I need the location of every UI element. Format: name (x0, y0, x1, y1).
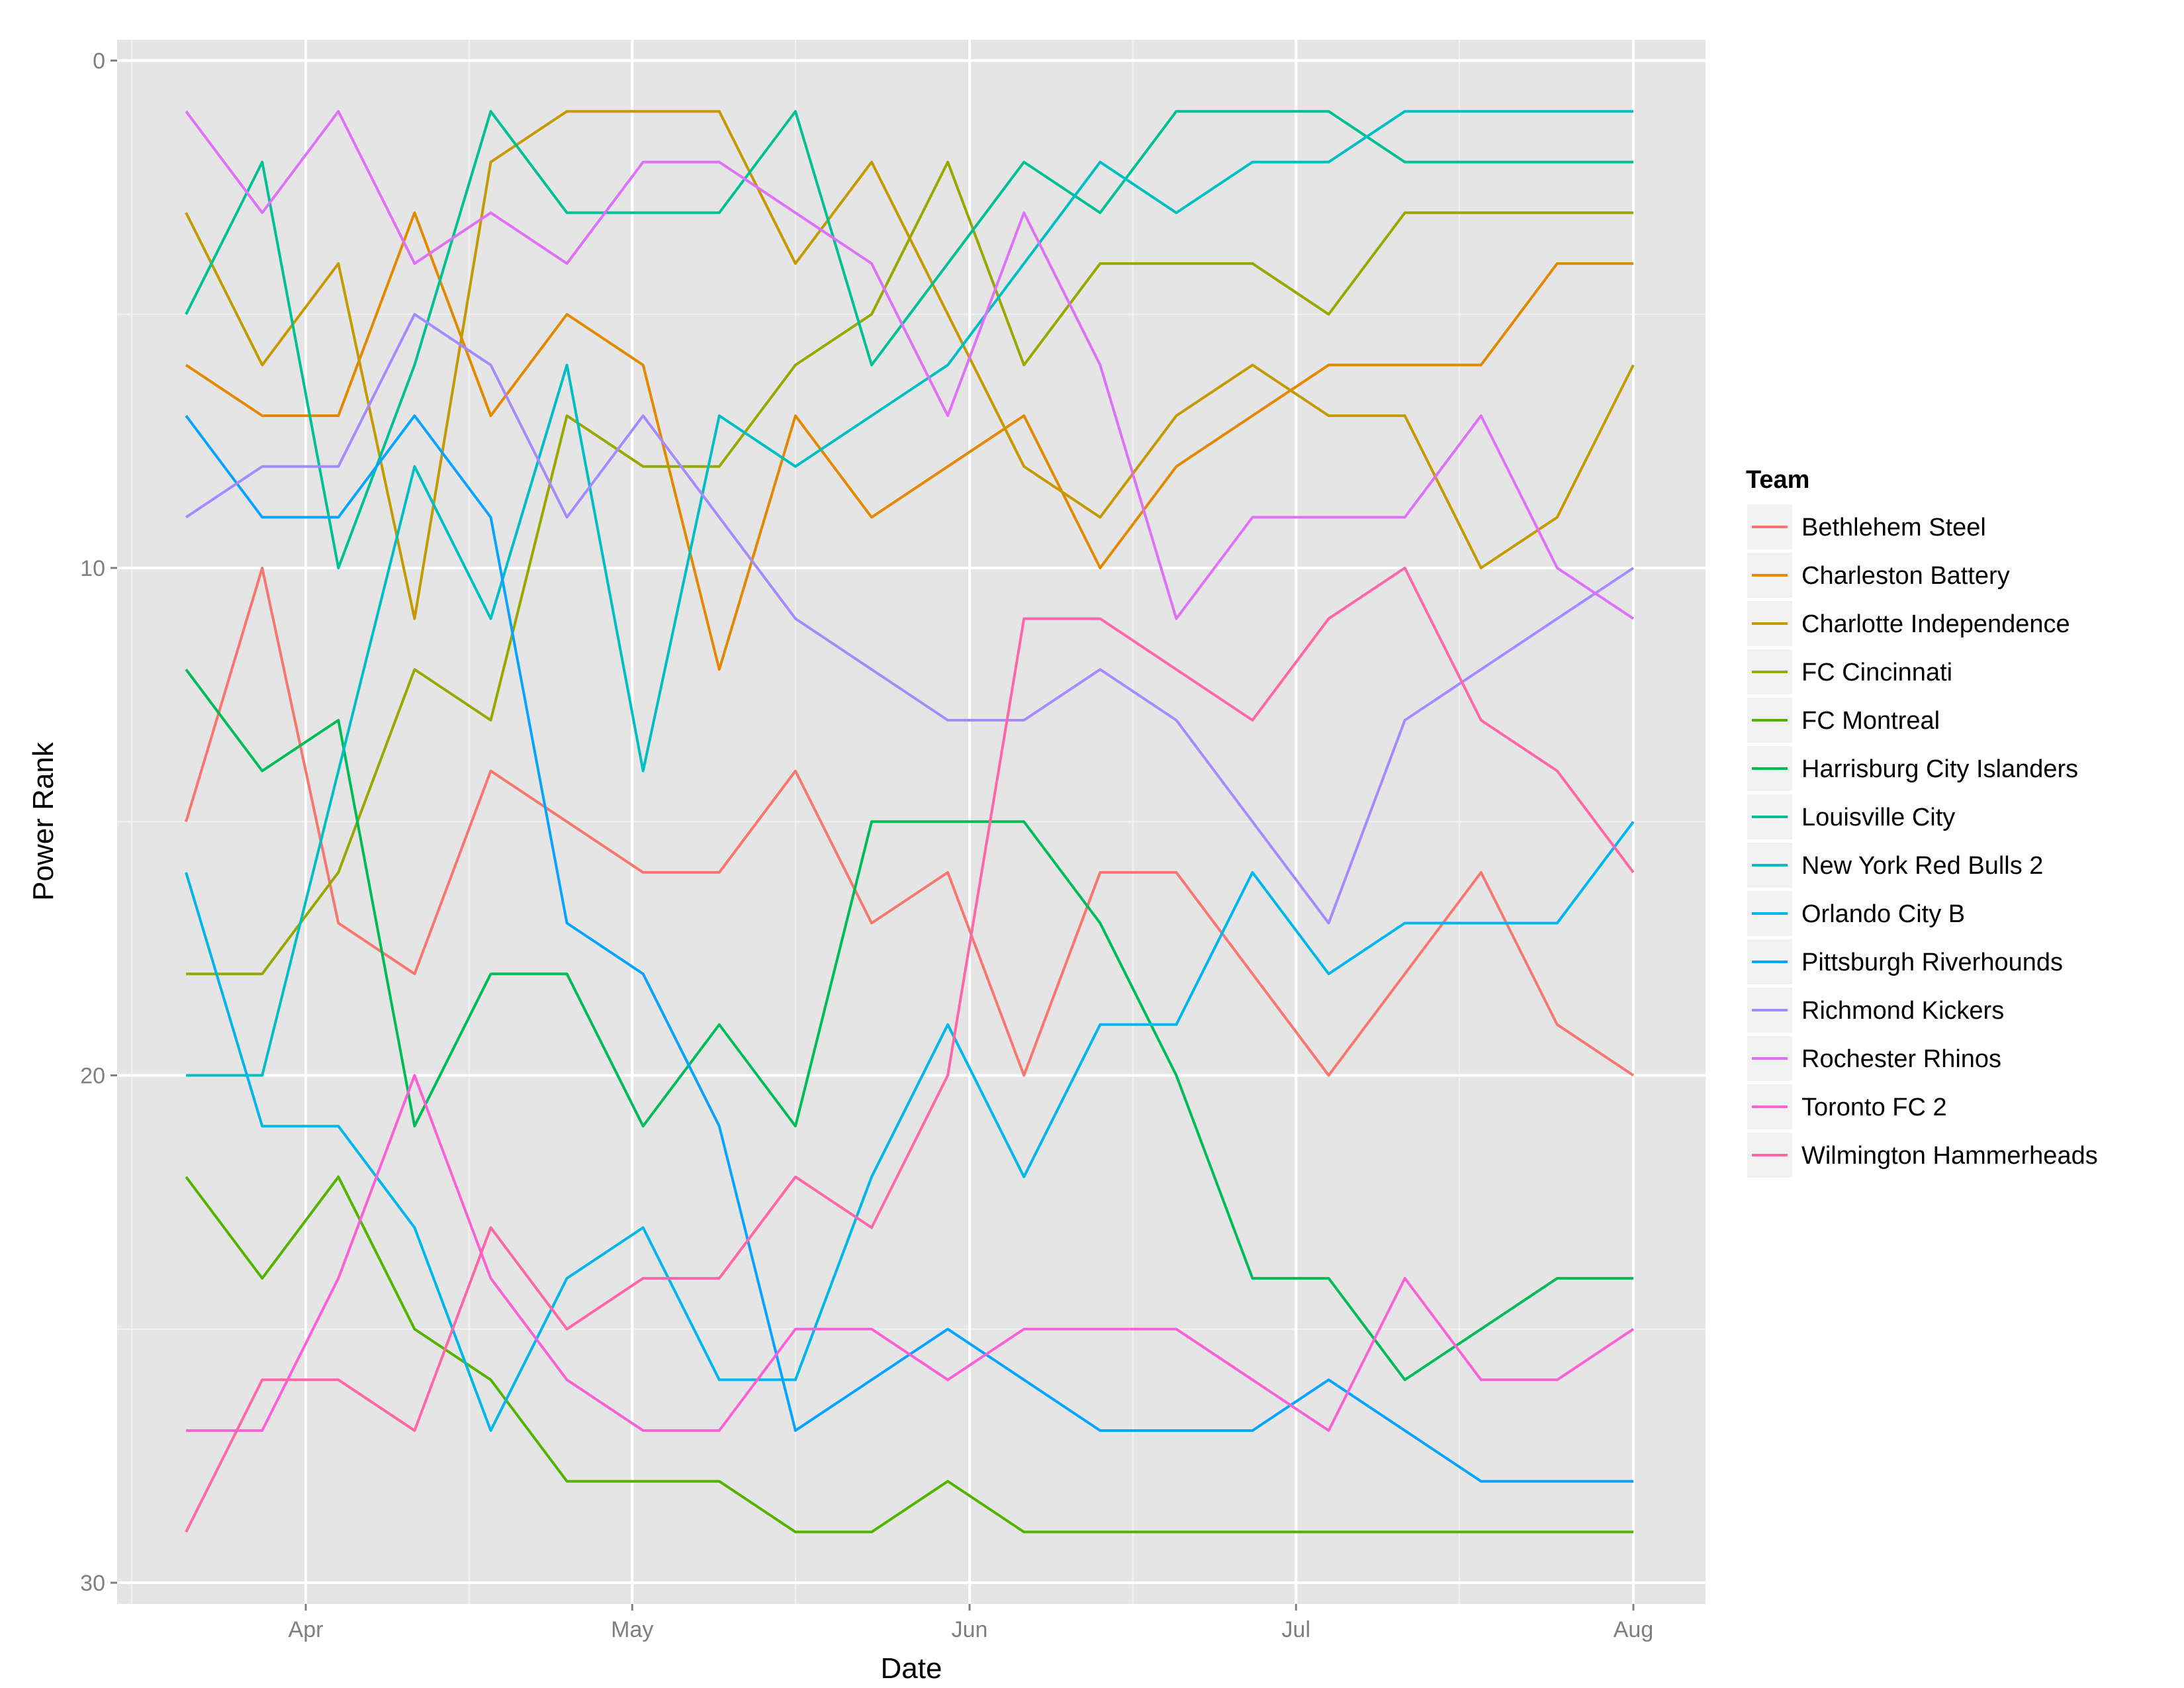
legend-item: Harrisburg City Islanders (1747, 746, 2078, 791)
legend: Team Bethlehem Steel Charleston Battery Cha… (1746, 466, 2098, 1178)
legend-item: Charleston Battery (1747, 553, 2010, 598)
legend-label: FC Montreal (1801, 707, 1940, 735)
legend-label: FC Cincinnati (1801, 659, 1952, 686)
series-lines (185, 110, 1635, 1534)
series-line (185, 211, 1633, 671)
y-axis-title: Power Rank (27, 741, 60, 901)
legend-label: Louisville City (1801, 804, 1955, 831)
x-tick-label: Jun (952, 1617, 988, 1642)
legend-item: FC Cincinnati (1747, 649, 1952, 694)
legend-label: Wilmington Hammerheads (1801, 1142, 2098, 1170)
y-tick-label: 10 (80, 556, 105, 581)
series-line (185, 110, 1635, 620)
series-line (186, 160, 1633, 976)
y-tick-label: 20 (80, 1064, 105, 1089)
legend-item: Rochester Rhinos (1747, 1036, 2001, 1081)
x-tick-label: Aug (1614, 1617, 1654, 1642)
legend-title: Team (1746, 466, 1809, 494)
legend-label: Pittsburgh Riverhounds (1801, 949, 2063, 976)
legend-label: Charlotte Independence (1801, 610, 2070, 638)
legend-label: New York Red Bulls 2 (1801, 852, 2043, 880)
series-line (185, 821, 1635, 1432)
x-axis-title: Date (881, 1652, 942, 1685)
legend-item: Bethlehem Steel (1747, 504, 1986, 549)
axes: 0 10 20 30 Apr May Jun Jul Aug (80, 49, 1653, 1643)
legend-label: Bethlehem Steel (1801, 514, 1986, 541)
x-tick-label: Jul (1282, 1617, 1310, 1642)
series-line (186, 110, 1633, 1077)
legend-item: Pittsburgh Riverhounds (1747, 939, 2063, 984)
legend-item: Orlando City B (1747, 891, 1965, 936)
legend-label: Toronto FC 2 (1801, 1094, 1947, 1121)
legend-item: Louisville City (1747, 794, 1955, 839)
series-line (186, 1074, 1635, 1432)
legend-label: Charleston Battery (1801, 562, 2010, 590)
y-tick-label: 30 (80, 1571, 105, 1596)
series-line (185, 669, 1633, 1382)
legend-item: Toronto FC 2 (1747, 1084, 1947, 1129)
legend-item: Wilmington Hammerheads (1747, 1133, 2098, 1178)
series-line (185, 567, 1635, 1533)
legend-item: Richmond Kickers (1747, 988, 2004, 1033)
y-tick-label: 0 (93, 49, 105, 74)
x-tick-label: May (611, 1617, 653, 1642)
legend-item: New York Red Bulls 2 (1747, 843, 2043, 888)
legend-label: Rochester Rhinos (1801, 1045, 2001, 1073)
x-tick-label: Apr (289, 1617, 324, 1642)
legend-label: Richmond Kickers (1801, 997, 2004, 1025)
legend-label: Orlando City B (1801, 900, 1965, 928)
series-line (185, 312, 1635, 925)
series-line (185, 567, 1635, 1077)
legend-item: FC Montreal (1747, 698, 1940, 743)
legend-item: Charlotte Independence (1747, 601, 2070, 646)
legend-label: Harrisburg City Islanders (1801, 755, 2078, 783)
series-line (185, 1175, 1633, 1534)
